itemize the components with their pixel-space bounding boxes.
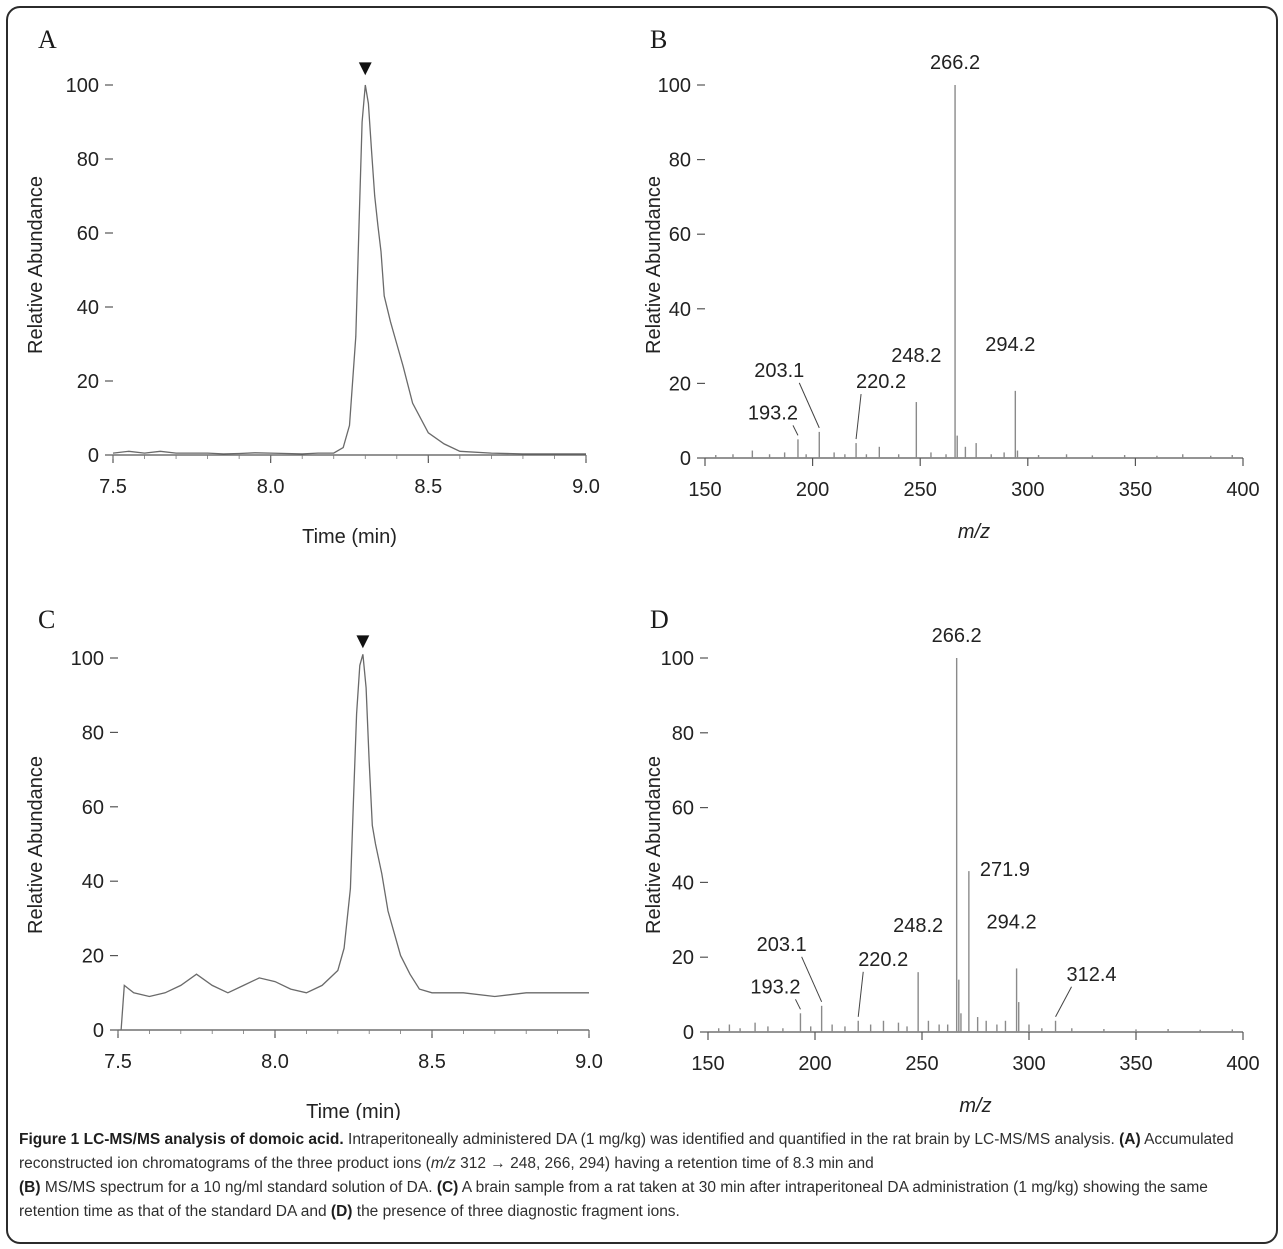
panel-d-y-tick-label: 20 (672, 947, 694, 969)
panel-c-y-tick-label: 0 (93, 1020, 104, 1042)
caption-tag-a: (A) (1119, 1131, 1141, 1148)
panel-b-x-axis-title: m/z (958, 521, 990, 543)
panel-d-peak-leader (795, 999, 801, 1010)
panel-b-peak-leader (798, 382, 820, 429)
panel-d-y-tick-label: 100 (661, 648, 694, 670)
panel-d-y-tick-label: 80 (672, 723, 694, 745)
caption-text-5: A brain sample from a rat taken at 30 mi… (19, 1179, 1208, 1220)
panel-d-x-axis-title: m/z (959, 1095, 991, 1117)
panel-c-letter: C (38, 605, 55, 634)
panel-b-y-tick-label: 20 (669, 373, 691, 395)
panel-b-y-axis-title: Relative Abundance (643, 176, 665, 354)
panel-b-peak-label: 248.2 (891, 345, 941, 367)
panel-b-y-tick-label: 0 (680, 448, 691, 470)
panel-d-y-tick-label: 40 (672, 872, 694, 894)
caption-text-4: MS/MS spectrum for a 10 ng/ml standard s… (40, 1179, 437, 1196)
panel-b-peak-label: 220.2 (856, 371, 906, 393)
caption-mz: m/z (430, 1155, 456, 1172)
panel-c-y-tick-label: 60 (82, 797, 104, 819)
panel-b-y-tick-label: 60 (669, 224, 691, 246)
panel-d-x-tick-label: 200 (798, 1053, 831, 1075)
panel-c-y-tick-label: 80 (82, 722, 104, 744)
panel-b-y-tick-label: 80 (669, 150, 691, 172)
panel-c-y-tick-label: 40 (82, 871, 104, 893)
panel-c-x-tick-label: 9.0 (575, 1051, 603, 1073)
panel-b-x-tick-label: 300 (1011, 479, 1044, 501)
panel-d-peak-label: 220.2 (858, 949, 908, 971)
panel-c-x-tick-label: 8.0 (261, 1051, 289, 1073)
panel-a-y-tick-label: 20 (77, 371, 99, 393)
panel-a-peak-marker: ▼ (354, 55, 376, 80)
panel-d-peak-label: 203.1 (757, 934, 807, 956)
caption-tag-c: (C) (436, 1179, 459, 1196)
panel-d-letter: D (650, 605, 669, 634)
figure-caption: Figure 1 LC-MS/MS analysis of domoic aci… (19, 1128, 1269, 1224)
panel-d-x-tick-label: 150 (691, 1053, 724, 1075)
panel-b-peak-label: 294.2 (985, 334, 1035, 356)
panel-d-peak-label: 266.2 (932, 625, 982, 647)
panel-a-trace (112, 84, 586, 455)
panel-d-x-tick-label: 250 (905, 1053, 938, 1075)
panel-a-y-axis-title: Relative Abundance (25, 176, 47, 354)
panel-c-y-tick-label: 20 (82, 946, 104, 968)
panel-b-y-tick-label: 40 (669, 299, 691, 321)
panel-a-y-tick-label: 100 (66, 75, 99, 97)
panel-b-peak-leader (855, 394, 862, 440)
panel-b-x-tick-label: 150 (688, 479, 721, 501)
panel-a-x-tick-label: 9.0 (572, 476, 600, 498)
panel-c-y-axis-title: Relative Abundance (25, 756, 47, 934)
panel-d-y-axis-title: Relative Abundance (643, 756, 665, 934)
panel-b-x-tick-label: 250 (904, 479, 937, 501)
panel-d-x-tick-label: 400 (1226, 1053, 1259, 1075)
panel-d-peak-label: 271.9 (980, 859, 1030, 881)
caption-text-2: Accumulated reconstructed ion chromatogr… (19, 1131, 1234, 1172)
panel-d-peak-label: 312.4 (1067, 964, 1117, 986)
figure-charts: A 0 20 40 60 80 100 7.5 8.0 8.5 9.0 Time (min) Relat… (25, 25, 1260, 1120)
panel-b-peak-leader (792, 425, 799, 436)
panel-d-x-tick-label: 350 (1119, 1053, 1152, 1075)
panel-c-x-tick-label: 7.5 (104, 1051, 132, 1073)
panel-b-peak-label: 266.2 (930, 52, 980, 74)
panel-a-y-tick-label: 0 (88, 445, 99, 467)
panel-b-letter: B (650, 25, 667, 54)
caption-text-6: the presence of three diagnostic fragmen… (352, 1203, 680, 1220)
panel-a-x-tick-label: 8.0 (257, 476, 285, 498)
panel-b-y-tick-label: 100 (658, 75, 691, 97)
panel-b-peak-label: 203.1 (754, 360, 804, 382)
panel-d-y-tick-label: 60 (672, 798, 694, 820)
panel-c-peak-marker: ▼ (352, 628, 374, 653)
panel-c-x-axis-title: Time (min) (306, 1101, 401, 1120)
caption-text-1: Intraperitoneally administered DA (1 mg/… (343, 1131, 1120, 1148)
panel-a-x-tick-label: 7.5 (99, 476, 127, 498)
panel-a-x-axis-title: Time (min) (302, 526, 397, 548)
panel-d-x-tick-label: 300 (1012, 1053, 1045, 1075)
panel-a-letter: A (38, 25, 57, 54)
panel-a-y-tick-label: 60 (77, 223, 99, 245)
panel-d-peak-leader (1055, 986, 1072, 1018)
panel-d-y-tick-label: 0 (683, 1022, 694, 1044)
caption-title: Figure 1 LC-MS/MS analysis of domoic aci… (19, 1131, 344, 1148)
panel-d-peak-label: 193.2 (750, 976, 800, 998)
panel-a-y-tick-label: 80 (77, 149, 99, 171)
panel-b-x-tick-label: 400 (1226, 479, 1259, 501)
panel-b-x-tick-label: 200 (796, 479, 829, 501)
panel-c-x-tick-label: 8.5 (418, 1051, 446, 1073)
panel-d-peak-label: 294.2 (987, 911, 1037, 933)
panel-b-peak-label: 193.2 (748, 402, 798, 424)
caption-tag-d: (D) (330, 1203, 353, 1220)
panel-a-x-tick-label: 8.5 (414, 476, 442, 498)
panel-d-peak-leader (857, 971, 864, 1017)
panel-c-y-tick-label: 100 (71, 648, 104, 670)
panel-d-peak-label: 248.2 (893, 915, 943, 937)
caption-tag-b: (B) (19, 1179, 41, 1196)
panel-d-peak-leader (801, 956, 823, 1003)
caption-text-3: 312 → 248, 266, 294) having a retention … (455, 1155, 874, 1172)
panel-c-trace (120, 654, 589, 1031)
panel-a-y-tick-label: 40 (77, 297, 99, 319)
figure-frame (6, 6, 1278, 1244)
panel-b-x-tick-label: 350 (1119, 479, 1152, 501)
